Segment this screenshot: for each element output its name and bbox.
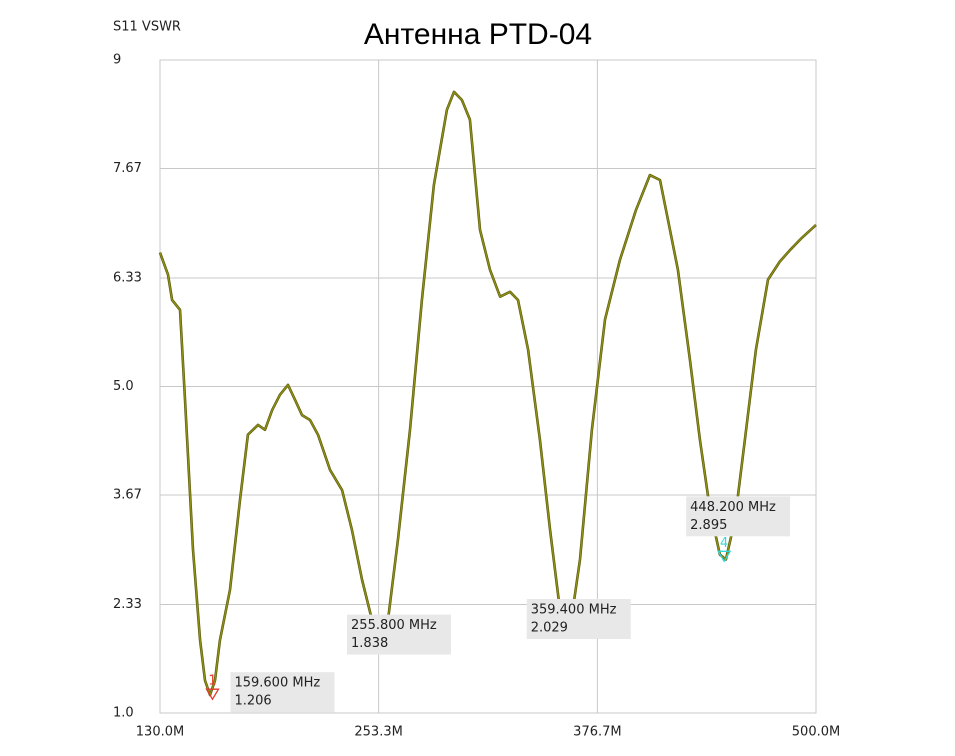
line: [159, 91, 817, 696]
marker-number: 1: [208, 674, 216, 689]
marker-number: 4: [720, 536, 728, 551]
x-tick-label: 130.0M: [136, 725, 184, 740]
marker-freq: 359.400 MHz: [531, 603, 617, 618]
y-tick-label: 7.67: [113, 161, 142, 176]
y-tick-label: 9: [113, 53, 121, 68]
y-axis-label: S11 VSWR: [113, 20, 181, 35]
y-tick-label: 6.33: [113, 270, 142, 285]
marker: [717, 550, 732, 563]
marker-value: 2.029: [531, 621, 568, 636]
y-tick-label: 2.33: [113, 597, 142, 612]
y-tick-label: 1.0: [113, 706, 134, 721]
marker-box: [526, 599, 631, 640]
marker-freq: 448.200 MHz: [690, 500, 776, 515]
chart-title: Антенна PTD-04: [364, 18, 592, 51]
marker-freq: 255.800 MHz: [351, 618, 437, 633]
x-tick-label: 500.0M: [792, 725, 840, 740]
x-tick-label: 253.3M: [354, 725, 402, 740]
x-tick-label: 376.7M: [573, 725, 621, 740]
marker-value: 1.838: [351, 636, 388, 651]
marker-box: [686, 496, 791, 537]
marker-box: [230, 672, 335, 713]
y-tick-label: 5.0: [113, 379, 134, 394]
marker-freq: 159.600 MHz: [234, 676, 320, 691]
marker-value: 1.206: [234, 694, 271, 709]
marker-box: [347, 614, 452, 655]
y-tick-label: 3.67: [113, 488, 142, 503]
marker-value: 2.895: [690, 518, 727, 533]
marker: [205, 688, 220, 701]
